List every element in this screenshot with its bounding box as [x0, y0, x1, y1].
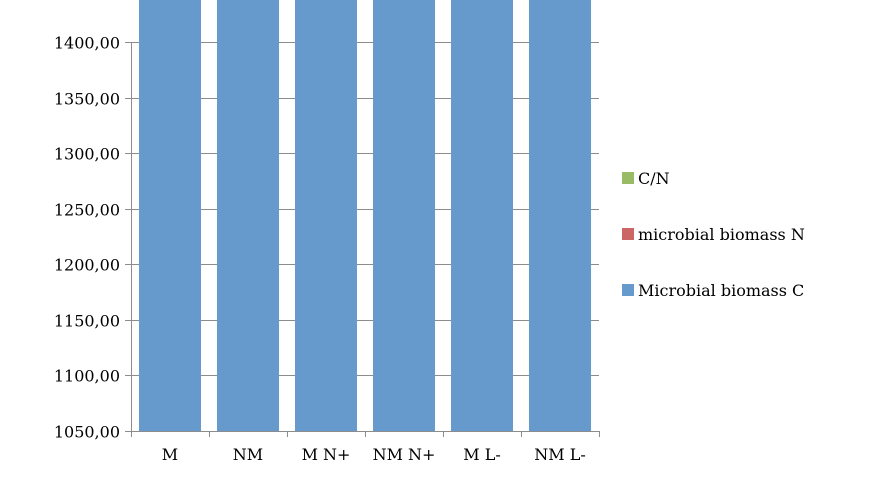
bar-microbial-biomass-c-m-l-	[451, 0, 513, 432]
x-tick-label-m-l-: M L-	[463, 445, 501, 464]
legend-item-microbial-biomass-c: Microbial biomass C	[622, 281, 804, 300]
legend-item-c-n: C/N	[622, 169, 670, 188]
gridlines	[131, 42, 599, 376]
x-tick-labels: M NM M N+ NM N+ M L- NM L-	[162, 445, 586, 464]
x-tick-label-nm-l-: NM L-	[534, 445, 586, 464]
x-tick-label-nm-n-: NM N+	[373, 445, 436, 464]
y-tick-label: 1250,00	[54, 201, 120, 220]
legend: C/N microbial biomass N Microbial biomass …	[622, 169, 805, 300]
legend-swatch	[622, 228, 634, 240]
bar-microbial-biomass-c-m	[139, 0, 201, 432]
x-tick-label-m: M	[162, 445, 178, 464]
x-tick-label-m-n-: M N+	[302, 445, 351, 464]
y-tick-label: 1300,00	[54, 145, 120, 164]
bar-microbial-biomass-c-m-n-	[295, 0, 357, 431]
legend-item-microbial-biomass-n: microbial biomass N	[622, 225, 805, 244]
legend-label: microbial biomass N	[638, 225, 805, 244]
x-tick-label-nm: NM	[233, 445, 263, 464]
bar-microbial-biomass-c-nm-l-	[529, 0, 591, 431]
y-tick-label: 1150,00	[54, 312, 120, 331]
y-tick-labels: 1050,00 1100,00 1150,00 1200,00 1250,00 1300,…	[54, 34, 120, 442]
legend-label: Microbial biomass C	[638, 281, 804, 300]
axes	[125, 42, 600, 437]
legend-label: C/N	[638, 169, 670, 188]
legend-swatch	[622, 172, 634, 184]
y-tick-label: 1350,00	[54, 90, 120, 109]
bar-microbial-biomass-c-nm	[217, 0, 279, 432]
y-tick-label: 1400,00	[54, 34, 120, 53]
bar-microbial-biomass-c-nm-n-	[373, 0, 435, 431]
y-tick-label: 1050,00	[54, 423, 120, 442]
bars	[139, 0, 591, 432]
y-tick-label: 1100,00	[54, 367, 120, 386]
legend-swatch	[622, 284, 634, 296]
y-tick-label: 1200,00	[54, 256, 120, 275]
